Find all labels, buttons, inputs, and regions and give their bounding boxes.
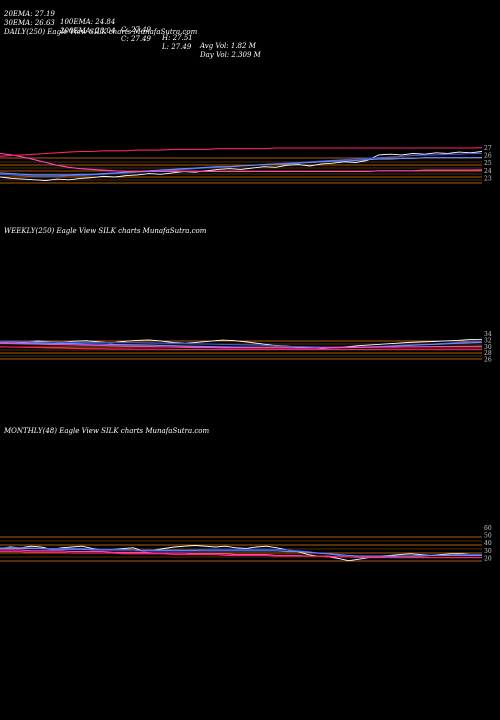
header-30ema: 30EMA: 26.63 — [4, 19, 55, 27]
tick-label: 27 — [484, 145, 492, 152]
header-low: L: 27.49 — [162, 43, 192, 51]
tick-label: 34 — [484, 331, 492, 338]
header-20ema: 20EMA: 27.19 — [4, 10, 55, 18]
ema30-line — [0, 156, 483, 176]
tick-label: 30 — [484, 548, 492, 555]
tick-label: 50 — [484, 533, 492, 540]
tick-label: 32 — [484, 337, 492, 344]
header-close: C: 27.49 — [121, 26, 151, 34]
ema100-line — [0, 342, 483, 349]
header-day-vol: Day Vol: 2.309 M — [200, 51, 261, 59]
tick-label: 26 — [484, 153, 492, 160]
ema200-line — [0, 147, 483, 157]
header-200ema: 200EMA: 28.04 — [60, 27, 116, 35]
tick-label: 25 — [484, 160, 492, 167]
ema200-line — [0, 551, 482, 559]
tick-label: 30 — [484, 344, 492, 351]
header-high: H: 27.51 — [162, 34, 193, 42]
tick-label: 23 — [484, 175, 492, 182]
header-close-2: C: 27.49 — [121, 35, 151, 43]
header-avg-vol: Avg Vol: 1.82 M — [200, 42, 256, 50]
tick-label: 24 — [484, 168, 492, 175]
header-row-2: 30EMA: 26.63 200EMA: 28.04 C: 27.49 L: 2… — [4, 11, 496, 59]
ema200-line — [0, 346, 482, 351]
header-100ema: 100EMA: 24.84 — [60, 18, 116, 26]
price-line — [0, 338, 483, 349]
tick-label: 60 — [484, 525, 492, 532]
price-line — [0, 545, 482, 562]
header-row-1: 20EMA: 27.19 100EMA: 24.84 C: 27.49 H: 2… — [4, 2, 496, 50]
ema30-line — [0, 341, 483, 349]
tick-label: 26 — [484, 357, 492, 364]
tick-label: 28 — [484, 350, 492, 357]
tick-label: 40 — [484, 540, 492, 547]
monthly-panel-title: MONTHLY(48) Eagle View SILK charts Munaf… — [4, 427, 210, 435]
ema30-line — [0, 547, 482, 557]
weekly-panel-title: WEEKLY(250) Eagle View SILK charts Munaf… — [4, 227, 207, 235]
tick-label: 20 — [484, 555, 492, 562]
ema100-line — [0, 152, 483, 173]
daily-panel-title: DAILY(250) Eagle View SILK charts Munafa… — [4, 28, 198, 36]
price-line — [0, 151, 483, 181]
